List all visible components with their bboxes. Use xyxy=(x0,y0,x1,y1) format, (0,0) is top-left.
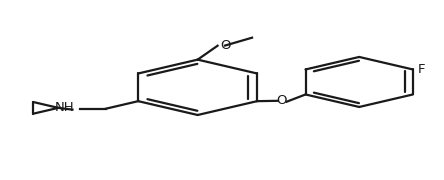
Text: F: F xyxy=(418,63,426,76)
Text: NH: NH xyxy=(55,101,75,114)
Text: O: O xyxy=(220,39,230,52)
Text: O: O xyxy=(276,94,287,107)
